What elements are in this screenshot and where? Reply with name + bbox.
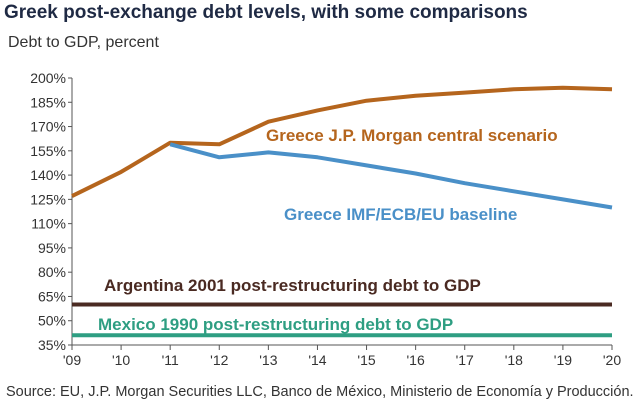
y-tick-label: 170%: [30, 119, 66, 135]
y-tick-label: 80%: [38, 264, 66, 280]
x-tick-label: '17: [456, 352, 474, 368]
x-tick-label: '11: [162, 352, 179, 368]
y-tick-label: 125%: [30, 191, 66, 207]
x-tick-label: '16: [407, 352, 425, 368]
x-tick-label: '13: [259, 352, 277, 368]
series-lines: [71, 85, 613, 338]
greece-imf-label: Greece IMF/ECB/EU baseline: [284, 205, 517, 224]
greece-jpm-line: [71, 85, 613, 198]
y-tick-label: 35%: [38, 337, 66, 353]
y-tick-label: 50%: [38, 313, 66, 329]
chart-subtitle: Debt to GDP, percent: [8, 34, 159, 51]
x-tick-label: '10: [112, 352, 130, 368]
x-tick-label: '15: [357, 352, 375, 368]
y-tick-label: 200%: [30, 70, 66, 86]
x-tick-label: '14: [308, 352, 326, 368]
chart-title: Greek post-exchange debt levels, with so…: [4, 2, 528, 23]
x-tick-label: '19: [554, 352, 572, 368]
y-tick-label: 95%: [38, 240, 66, 256]
x-tick-label: '18: [505, 352, 523, 368]
x-tick-label: '12: [210, 352, 228, 368]
series-labels: Greece J.P. Morgan central scenario Greec…: [98, 126, 558, 334]
x-tick-label: '20: [603, 352, 621, 368]
y-tick-label: 155%: [30, 143, 66, 159]
argentina-label: Argentina 2001 post-restructuring debt t…: [104, 276, 481, 295]
source-note: Source: EU, J.P. Morgan Securities LLC, …: [6, 384, 634, 400]
y-tick-label: 185%: [30, 94, 66, 110]
greece-imf-line: [169, 142, 613, 210]
y-tick-label: 110%: [31, 216, 66, 232]
x-axis: '09 '10 '11 '12 '13 '14 '15 '16 '17 '18 '19 '20: [63, 344, 621, 368]
mexico-label: Mexico 1990 post-restructuring debt to G…: [98, 315, 453, 334]
y-tick-label: 65%: [38, 288, 66, 304]
greece-jpm-label: Greece J.P. Morgan central scenario: [266, 126, 558, 145]
y-tick-label: 140%: [30, 167, 66, 183]
y-axis: 35% 50% 65% 80% 95% 110% 125% 140% 155% 170% 185% 2…: [30, 70, 73, 353]
x-tick-label: '09: [63, 352, 81, 368]
